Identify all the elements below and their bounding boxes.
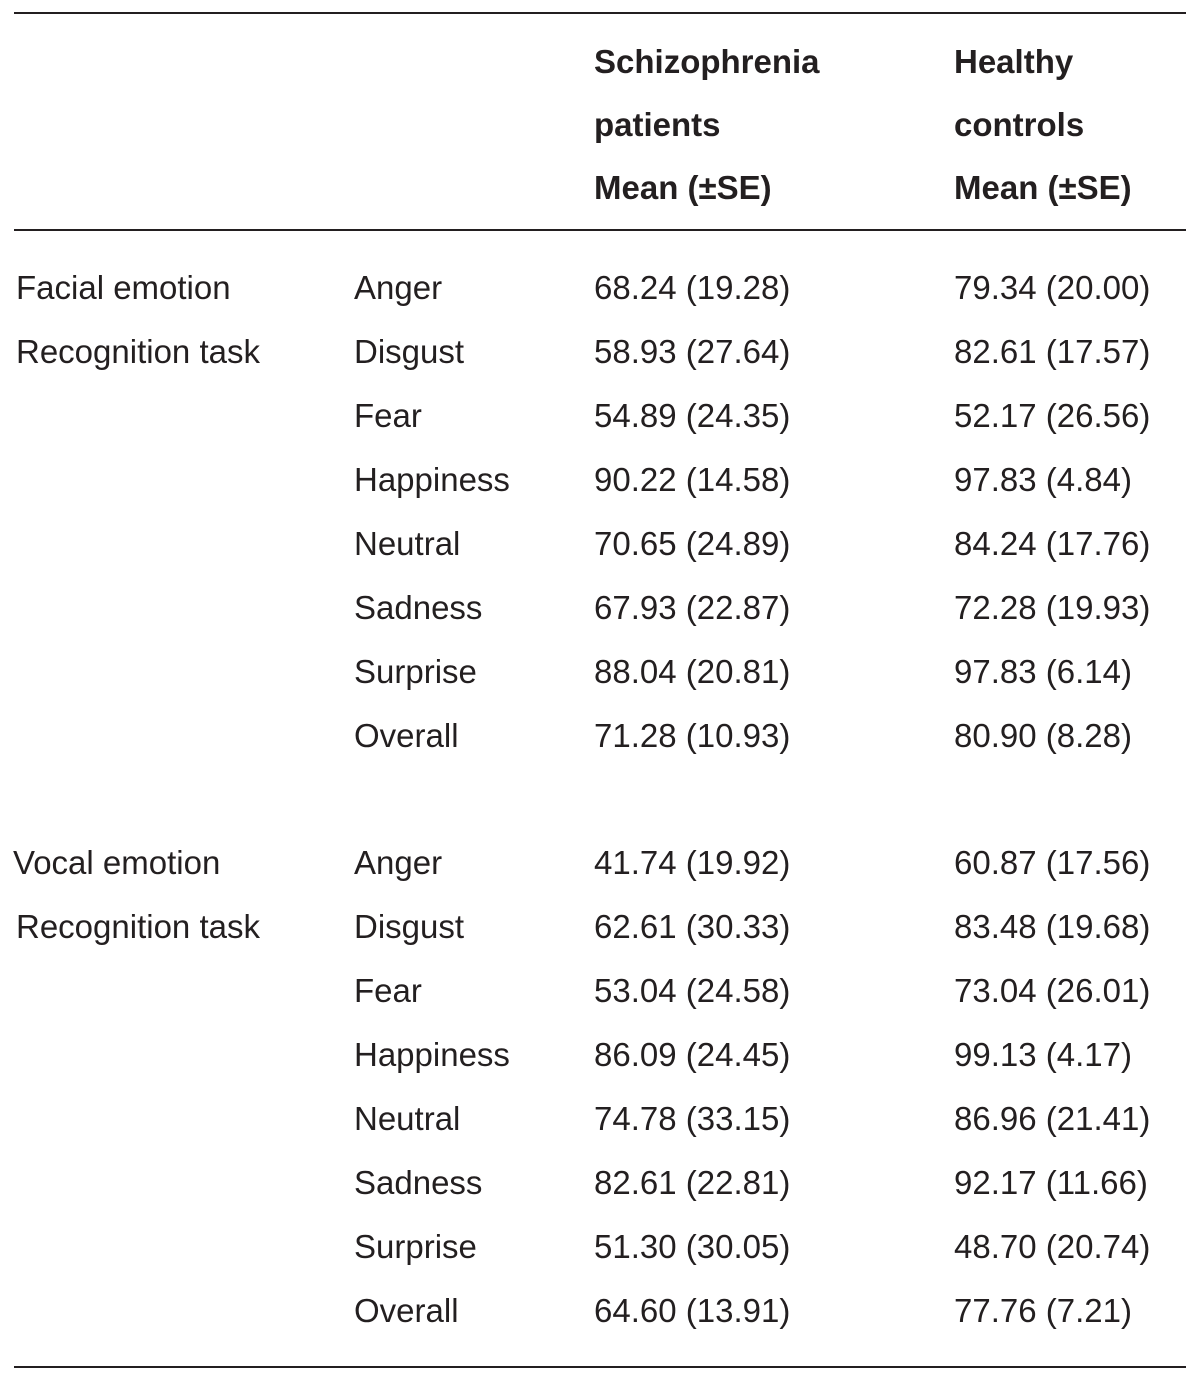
header-line: patients bbox=[594, 106, 721, 143]
header-rule bbox=[14, 229, 1186, 231]
emotion-cell: Disgust bbox=[354, 333, 465, 370]
emotion-cell: Sadness bbox=[354, 1164, 483, 1201]
patients-value-cell: 90.22 (14.58) bbox=[594, 461, 791, 498]
table-row: Surprise 88.04 (20.81) 97.83 (6.14) bbox=[0, 640, 1200, 704]
table-bottom-rule bbox=[14, 1366, 1186, 1368]
table-row: Disgust 62.61 (30.33) 83.48 (19.68) bbox=[0, 895, 1200, 959]
table-row: Disgust 58.93 (27.64) 82.61 (17.57) bbox=[0, 320, 1200, 384]
patients-value-cell: 54.89 (24.35) bbox=[594, 397, 791, 434]
emotion-cell: Surprise bbox=[354, 1228, 477, 1265]
patients-value-cell: 82.61 (22.81) bbox=[594, 1164, 791, 1201]
emotion-cell: Happiness bbox=[354, 461, 510, 498]
emotion-cell: Neutral bbox=[354, 525, 461, 562]
controls-value-cell: 83.48 (19.68) bbox=[954, 908, 1151, 945]
controls-value-cell: 84.24 (17.76) bbox=[954, 525, 1151, 562]
patients-value-cell: 53.04 (24.58) bbox=[594, 972, 791, 1009]
controls-value-cell: 97.83 (4.84) bbox=[954, 461, 1132, 498]
emotion-cell: Overall bbox=[354, 1292, 459, 1329]
patients-value-cell: 51.30 (30.05) bbox=[594, 1228, 791, 1265]
section-label-line: Recognition task bbox=[16, 333, 260, 370]
patients-value-cell: 64.60 (13.91) bbox=[594, 1292, 791, 1329]
controls-value-cell: 79.34 (20.00) bbox=[954, 269, 1151, 306]
emotion-cell: Anger bbox=[354, 844, 443, 881]
patients-value-cell: 74.78 (33.15) bbox=[594, 1100, 791, 1137]
table-row: Fear 54.89 (24.35) 52.17 (26.56) bbox=[0, 384, 1200, 448]
section-label: Vocal emotion Recognition task bbox=[13, 831, 260, 959]
controls-value-cell: 73.04 (26.01) bbox=[954, 972, 1151, 1009]
patients-value-cell: 86.09 (24.45) bbox=[594, 1036, 791, 1073]
emotion-cell: Disgust bbox=[354, 908, 465, 945]
table-row: Anger 41.74 (19.92) 60.87 (17.56) bbox=[0, 831, 1200, 895]
column-header-controls: Healthy controls Mean (±SE) bbox=[954, 30, 1132, 219]
controls-value-cell: 99.13 (4.17) bbox=[954, 1036, 1132, 1073]
header-line: controls bbox=[954, 106, 1085, 143]
section-rows: Anger 68.24 (19.28) 79.34 (20.00) Disgust 58… bbox=[0, 256, 1200, 768]
patients-value-cell: 70.65 (24.89) bbox=[594, 525, 791, 562]
controls-value-cell: 86.96 (21.41) bbox=[954, 1100, 1151, 1137]
emotion-cell: Anger bbox=[354, 269, 443, 306]
emotion-cell: Neutral bbox=[354, 1100, 461, 1137]
controls-value-cell: 77.76 (7.21) bbox=[954, 1292, 1132, 1329]
controls-value-cell: 92.17 (11.66) bbox=[954, 1164, 1148, 1201]
table-row: Overall 71.28 (10.93) 80.90 (8.28) bbox=[0, 704, 1200, 768]
header-line: Mean (±SE) bbox=[954, 169, 1132, 206]
controls-value-cell: 80.90 (8.28) bbox=[954, 717, 1132, 754]
controls-value-cell: 60.87 (17.56) bbox=[954, 844, 1151, 881]
emotion-cell: Overall bbox=[354, 717, 459, 754]
table-row: Surprise 51.30 (30.05) 48.70 (20.74) bbox=[0, 1215, 1200, 1279]
table-row: Sadness 67.93 (22.87) 72.28 (19.93) bbox=[0, 576, 1200, 640]
section-label-line: Recognition task bbox=[16, 908, 260, 945]
patients-value-cell: 68.24 (19.28) bbox=[594, 269, 791, 306]
patients-value-cell: 88.04 (20.81) bbox=[594, 653, 791, 690]
section-label-line: Facial emotion bbox=[16, 269, 231, 306]
emotion-cell: Happiness bbox=[354, 1036, 510, 1073]
table-row: Neutral 70.65 (24.89) 84.24 (17.76) bbox=[0, 512, 1200, 576]
header-line: Mean (±SE) bbox=[594, 169, 772, 206]
table-top-rule bbox=[14, 12, 1186, 14]
header-line: Healthy bbox=[954, 43, 1074, 80]
table-row: Neutral 74.78 (33.15) 86.96 (21.41) bbox=[0, 1087, 1200, 1151]
patients-value-cell: 58.93 (27.64) bbox=[594, 333, 791, 370]
controls-value-cell: 82.61 (17.57) bbox=[954, 333, 1151, 370]
table-row: Anger 68.24 (19.28) 79.34 (20.00) bbox=[0, 256, 1200, 320]
emotion-cell: Sadness bbox=[354, 589, 483, 626]
column-header-patients: Schizophrenia patients Mean (±SE) bbox=[594, 30, 820, 219]
emotion-cell: Fear bbox=[354, 972, 422, 1009]
section-label-line: Vocal emotion bbox=[13, 844, 221, 881]
table-row: Overall 64.60 (13.91) 77.76 (7.21) bbox=[0, 1279, 1200, 1343]
table-row: Happiness 86.09 (24.45) 99.13 (4.17) bbox=[0, 1023, 1200, 1087]
controls-value-cell: 52.17 (26.56) bbox=[954, 397, 1151, 434]
table-row: Fear 53.04 (24.58) 73.04 (26.01) bbox=[0, 959, 1200, 1023]
controls-value-cell: 72.28 (19.93) bbox=[954, 589, 1151, 626]
patients-value-cell: 67.93 (22.87) bbox=[594, 589, 791, 626]
patients-value-cell: 41.74 (19.92) bbox=[594, 844, 791, 881]
emotion-cell: Surprise bbox=[354, 653, 477, 690]
section-label: Facial emotion Recognition task bbox=[16, 256, 260, 384]
patients-value-cell: 62.61 (30.33) bbox=[594, 908, 791, 945]
table-row: Sadness 82.61 (22.81) 92.17 (11.66) bbox=[0, 1151, 1200, 1215]
controls-value-cell: 97.83 (6.14) bbox=[954, 653, 1132, 690]
table-row: Happiness 90.22 (14.58) 97.83 (4.84) bbox=[0, 448, 1200, 512]
emotion-cell: Fear bbox=[354, 397, 422, 434]
controls-value-cell: 48.70 (20.74) bbox=[954, 1228, 1151, 1265]
patients-value-cell: 71.28 (10.93) bbox=[594, 717, 791, 754]
header-line: Schizophrenia bbox=[594, 43, 820, 80]
section-rows: Anger 41.74 (19.92) 60.87 (17.56) Disgust 62… bbox=[0, 831, 1200, 1343]
